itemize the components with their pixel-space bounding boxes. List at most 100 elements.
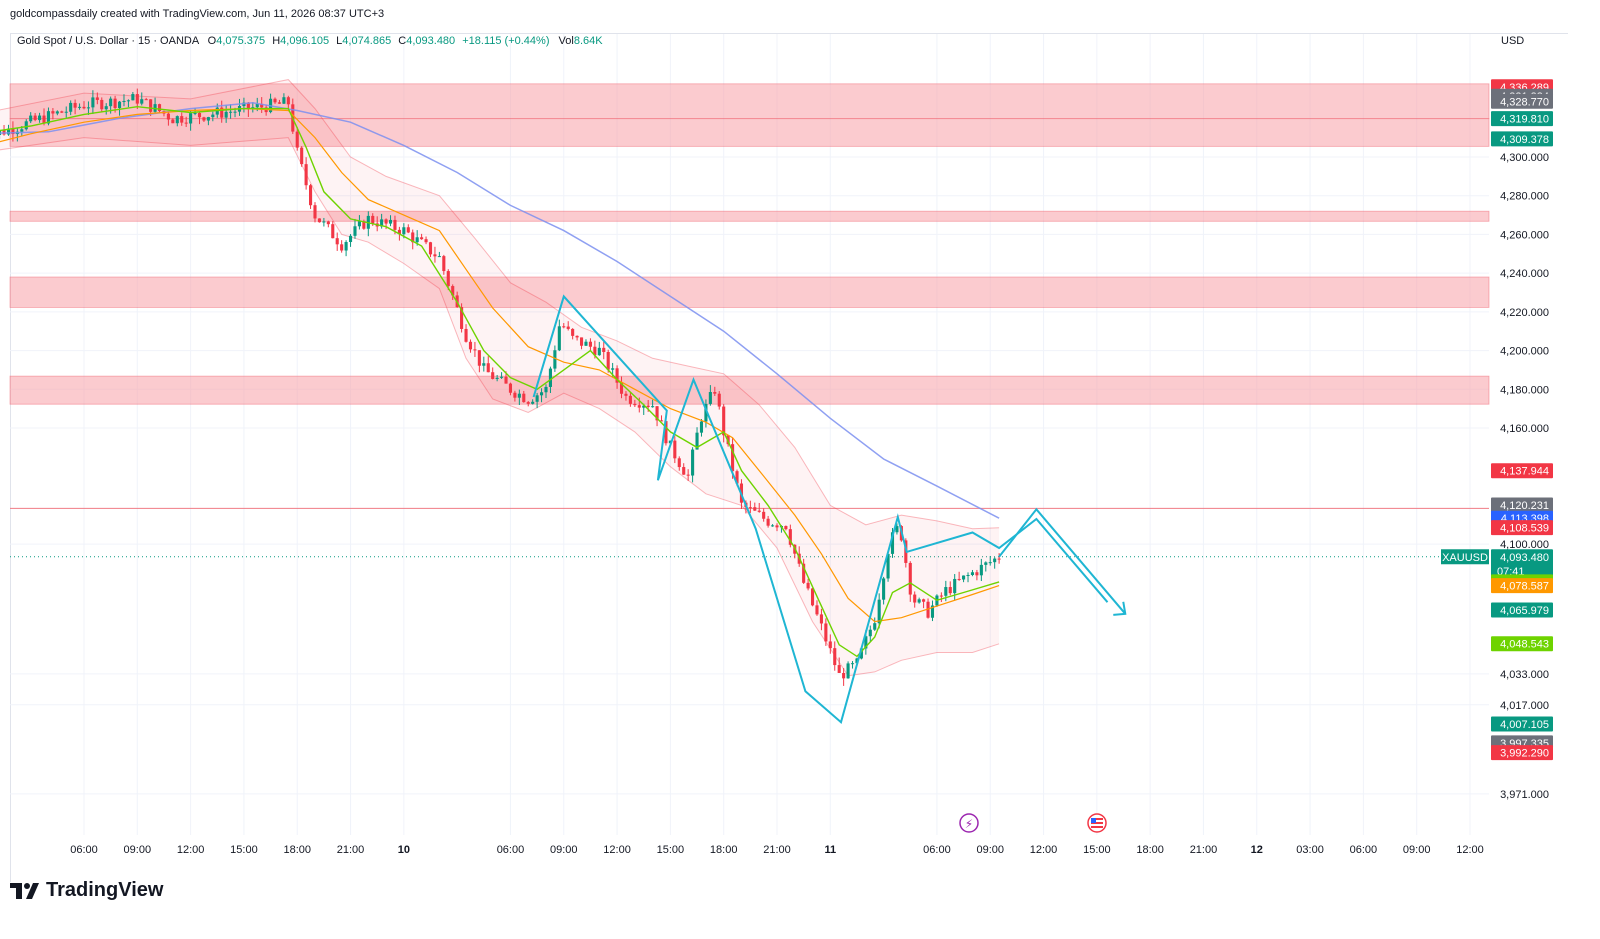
candle-body[interactable]: [873, 623, 877, 630]
pattern-lines[interactable]: [532, 294, 1109, 724]
candle-body[interactable]: [344, 242, 348, 251]
candle-body[interactable]: [673, 440, 677, 459]
candle-body[interactable]: [149, 99, 153, 112]
candle-body[interactable]: [584, 341, 588, 346]
candle-body[interactable]: [651, 406, 655, 408]
candle-body[interactable]: [255, 103, 259, 108]
candle-body[interactable]: [628, 395, 632, 404]
candle-body[interactable]: [388, 219, 393, 224]
candle-body[interactable]: [402, 227, 406, 235]
candle-body[interactable]: [566, 326, 570, 329]
candle-body[interactable]: [504, 376, 508, 384]
candle-body[interactable]: [802, 563, 806, 583]
candle-body[interactable]: [211, 114, 215, 118]
candle-body[interactable]: [540, 392, 544, 396]
candle-body[interactable]: [193, 112, 197, 114]
candle-body[interactable]: [837, 665, 841, 673]
candle-body[interactable]: [246, 102, 250, 110]
candle-body[interactable]: [286, 97, 290, 105]
candle-body[interactable]: [282, 97, 286, 104]
price-tag[interactable]: 4,048.543: [1491, 636, 1553, 652]
candle-body[interactable]: [695, 432, 699, 450]
candle-body[interactable]: [29, 115, 33, 122]
candle-body[interactable]: [788, 529, 792, 545]
candle-body[interactable]: [988, 562, 992, 564]
candle-body[interactable]: [677, 458, 681, 468]
candle-body[interactable]: [202, 117, 206, 121]
candle-body[interactable]: [442, 256, 446, 272]
candle-body[interactable]: [486, 363, 490, 373]
candle-body[interactable]: [762, 511, 766, 519]
projection-arrow-line[interactable]: [998, 507, 1127, 615]
candle-body[interactable]: [957, 578, 961, 580]
candle-body[interactable]: [393, 219, 397, 230]
price-tag[interactable]: 4,108.539: [1491, 520, 1553, 536]
candle-body[interactable]: [371, 215, 375, 224]
candle-body[interactable]: [24, 121, 28, 130]
candle-body[interactable]: [593, 346, 597, 356]
candle-body[interactable]: [220, 107, 224, 118]
candle-body[interactable]: [993, 558, 997, 563]
candle-body[interactable]: [544, 386, 548, 393]
candle-body[interactable]: [997, 558, 1001, 560]
candle-body[interactable]: [624, 393, 628, 396]
candle-body[interactable]: [668, 440, 672, 444]
candle-body[interactable]: [495, 377, 499, 379]
candle-body[interactable]: [273, 98, 277, 103]
candle-body[interactable]: [966, 575, 970, 577]
candle-body[interactable]: [397, 229, 401, 235]
candle-body[interactable]: [78, 106, 82, 108]
candle-body[interactable]: [708, 392, 712, 404]
candle-body[interactable]: [295, 131, 299, 148]
candle-body[interactable]: [859, 648, 863, 659]
candle-body[interactable]: [531, 401, 535, 404]
candle-body[interactable]: [11, 128, 15, 135]
candle-body[interactable]: [979, 564, 983, 576]
candle-body[interactable]: [73, 102, 77, 108]
lightning-event-icon[interactable]: [959, 813, 979, 833]
candle-body[interactable]: [615, 368, 619, 383]
candle-body[interactable]: [180, 116, 184, 123]
candle-body[interactable]: [842, 672, 846, 679]
candle-body[interactable]: [313, 205, 317, 219]
price-tag[interactable]: 4,319.810: [1491, 111, 1553, 127]
candle-body[interactable]: [984, 562, 988, 565]
candle-body[interactable]: [930, 605, 935, 618]
candle-body[interactable]: [91, 97, 95, 108]
candle-body[interactable]: [260, 103, 264, 108]
candle-body[interactable]: [766, 518, 770, 526]
price-tag[interactable]: 4,328.770: [1491, 93, 1553, 109]
candle-body[interactable]: [588, 341, 592, 347]
candle-body[interactable]: [828, 641, 832, 649]
candle-body[interactable]: [428, 242, 433, 255]
candle-body[interactable]: [557, 326, 561, 351]
candle-body[interactable]: [686, 474, 690, 476]
candle-body[interactable]: [33, 115, 37, 121]
candle-body[interactable]: [895, 526, 899, 533]
candle-body[interactable]: [424, 239, 428, 243]
price-tag[interactable]: 3,992.290: [1491, 745, 1553, 761]
candle-body[interactable]: [882, 578, 886, 600]
candle-body[interactable]: [362, 221, 366, 229]
candle-body[interactable]: [55, 111, 59, 114]
candle-body[interactable]: [806, 582, 810, 589]
candle-body[interactable]: [38, 115, 42, 121]
candle-body[interactable]: [682, 467, 686, 475]
candle-body[interactable]: [353, 226, 357, 236]
candle-body[interactable]: [60, 111, 64, 113]
candle-body[interactable]: [322, 221, 326, 223]
candle-body[interactable]: [113, 98, 117, 109]
candle-body[interactable]: [526, 402, 530, 404]
candle-body[interactable]: [579, 337, 584, 346]
candle-body[interactable]: [144, 99, 148, 101]
candle-body[interactable]: [922, 599, 926, 602]
candle-body[interactable]: [944, 587, 948, 596]
candle-body[interactable]: [704, 403, 708, 422]
candle-body[interactable]: [642, 405, 646, 408]
candle-body[interactable]: [646, 405, 650, 408]
candle-body[interactable]: [317, 218, 321, 223]
candle-body[interactable]: [277, 102, 282, 104]
resistance-zone[interactable]: [9, 375, 1490, 405]
candle-body[interactable]: [482, 363, 486, 366]
